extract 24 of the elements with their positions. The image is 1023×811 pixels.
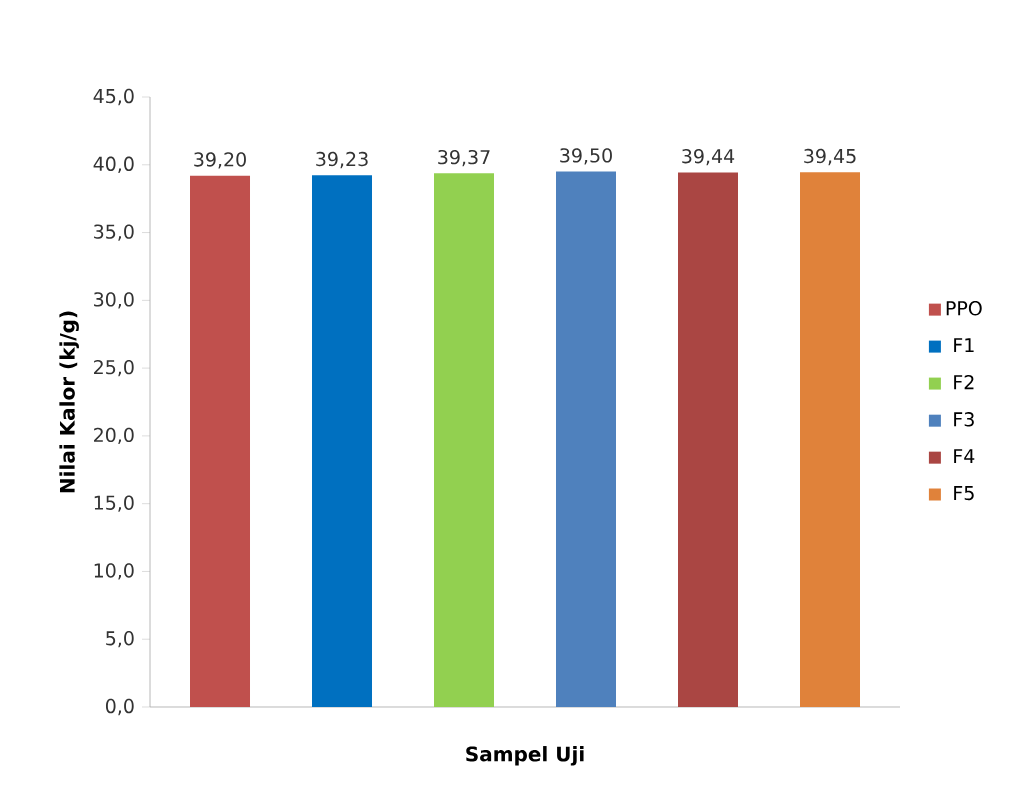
y-tick-label: 25,0 <box>94 359 134 377</box>
y-tick-label: 0,0 <box>105 698 134 716</box>
y-tick-label: 20,0 <box>94 427 134 445</box>
data-label: 39,20 <box>194 152 246 169</box>
y-tick-label: 15,0 <box>94 495 134 512</box>
legend-label: F1 <box>954 338 974 353</box>
data-label: 39,50 <box>560 148 612 165</box>
legend-label: F2 <box>954 375 974 390</box>
legend-label: F4 <box>954 449 975 464</box>
y-axis-title: Nilai Kalor (kj/g) <box>59 311 79 493</box>
legend-label: F3 <box>954 412 974 427</box>
data-label: 39,23 <box>316 151 368 169</box>
data-label: 39,37 <box>438 149 490 167</box>
y-tick-label: 30,0 <box>94 292 134 309</box>
y-tick-label: 45,0 <box>93 88 134 106</box>
y-tick-label: 40,0 <box>93 156 134 173</box>
data-label: 39,44 <box>682 148 735 166</box>
legend-label: PPO <box>946 301 982 316</box>
x-axis-title: Sampel Uji <box>466 746 584 766</box>
y-tick-label: 5,0 <box>106 631 134 648</box>
data-label: 39,45 <box>804 148 856 166</box>
legend-label: F5 <box>954 486 974 501</box>
y-tick-label: 10,0 <box>94 563 134 580</box>
y-tick-label: 35,0 <box>94 224 134 241</box>
